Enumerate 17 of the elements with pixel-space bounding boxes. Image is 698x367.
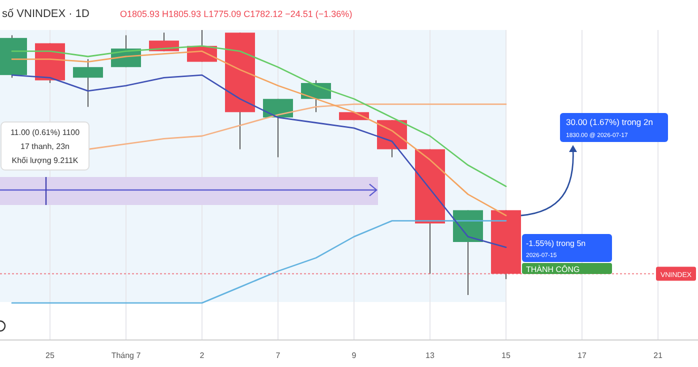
x-tick-label: 17: [578, 351, 587, 360]
x-tick-label: 7: [276, 351, 281, 360]
x-tick-label: 13: [426, 351, 435, 360]
annotation: THÀNH CÔNG: [526, 265, 580, 274]
chart-subtitle: O1805.93 H1805.93 L1775.09 C1782.12 −24.51 (−1.36%): [120, 9, 352, 19]
annotation: -1.55%) trong 5n: [526, 239, 586, 248]
x-tick-label: 25: [46, 351, 55, 360]
x-tick-label: 15: [502, 351, 511, 360]
x-tick-label: 9: [352, 351, 357, 360]
chart-title: số VNINDEX · 1D: [2, 8, 90, 20]
x-tick-label: 21: [654, 351, 663, 360]
annotation: 11.00 (0.61%) 1100: [10, 128, 80, 137]
annotation: 17 thanh, 23n: [20, 142, 70, 151]
x-tick-label: 2: [200, 351, 205, 360]
annotation: Khối lượng 9.211K: [12, 156, 79, 165]
annotation: 30.00 (1.67%) trong 2n: [566, 117, 654, 127]
x-tick-label: Tháng 7: [111, 351, 142, 360]
